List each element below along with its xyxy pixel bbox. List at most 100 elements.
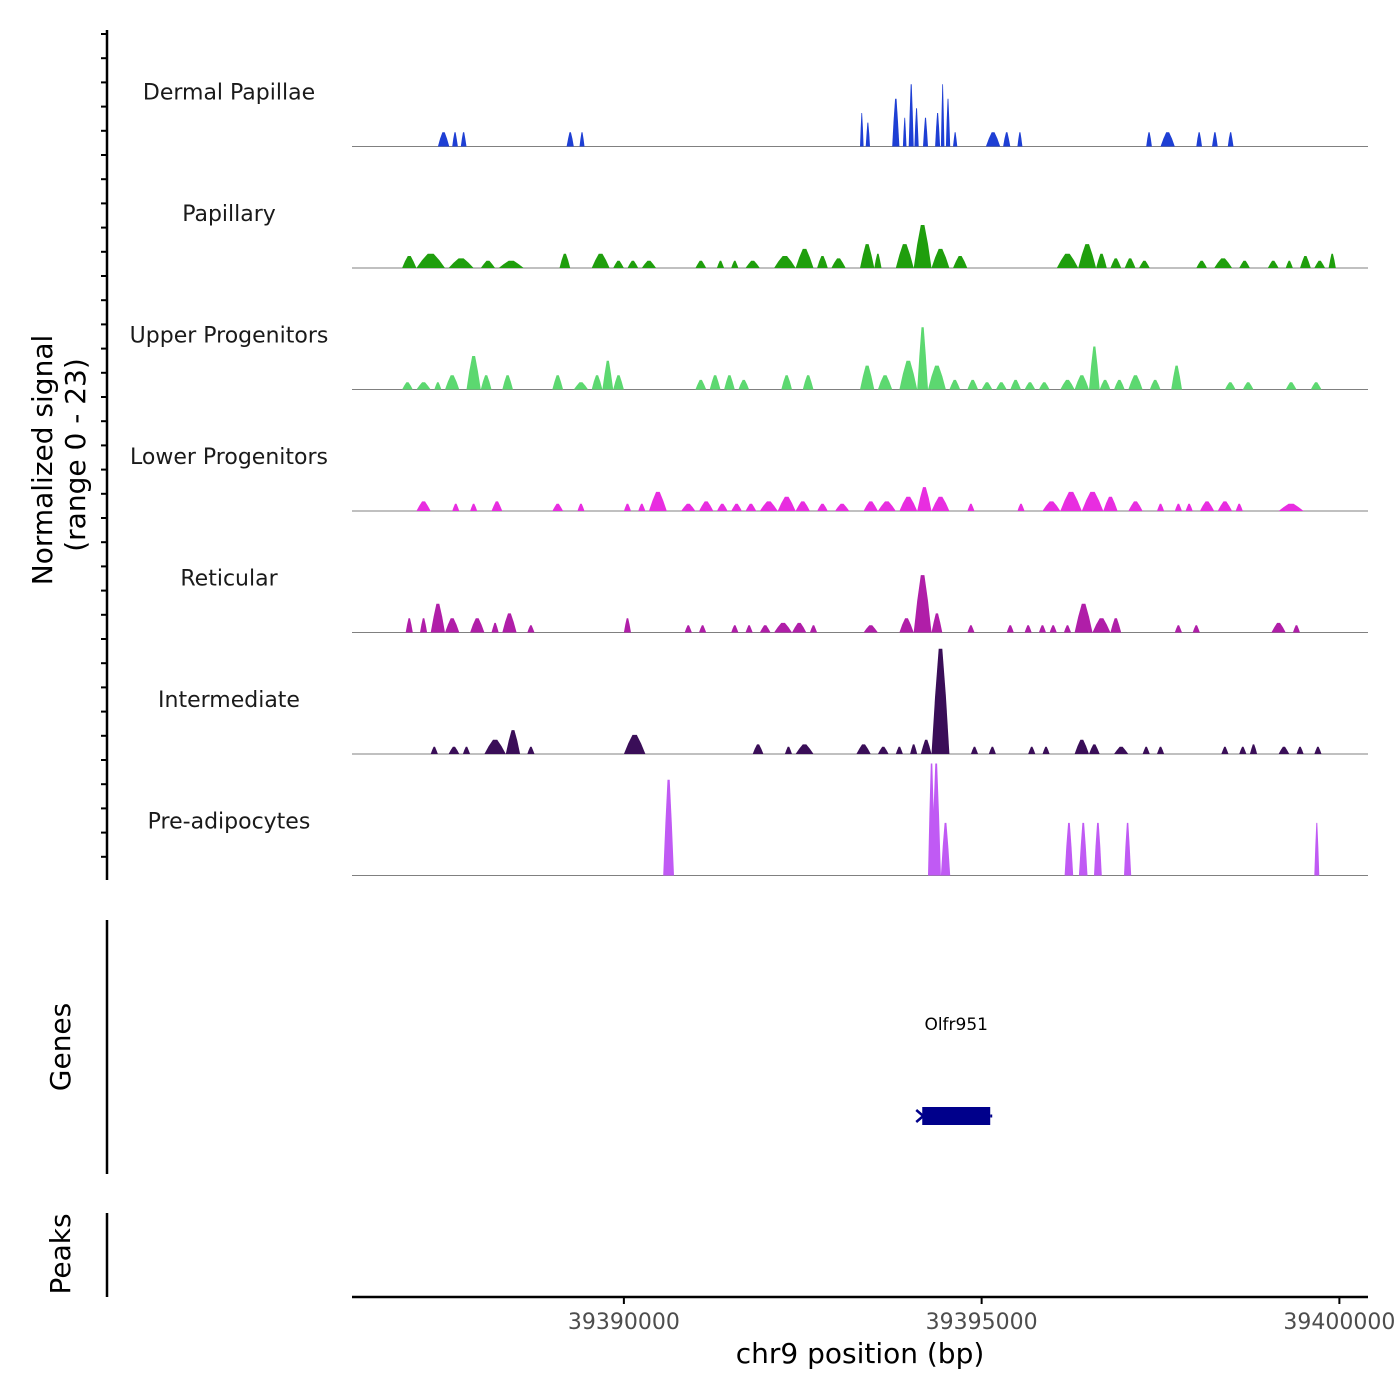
signal-peak	[1267, 260, 1279, 268]
signal-peak	[430, 746, 438, 754]
signal-peak	[613, 260, 624, 268]
signal-peak	[745, 625, 753, 633]
signal-peak	[940, 84, 945, 147]
gene-label: Olfr951	[924, 1015, 988, 1035]
signal-peak	[1328, 253, 1336, 268]
signal-peak	[1142, 746, 1150, 754]
signal-peak	[738, 379, 750, 390]
signal-peak	[573, 382, 589, 390]
track-dermal-papillae: Dermal Papillae	[143, 81, 1368, 147]
signal-peak	[695, 260, 707, 268]
signal-peak	[877, 375, 893, 390]
signal-peak	[466, 356, 481, 390]
signal-peak	[445, 375, 460, 390]
axes: 39390000 39395000 39400000	[101, 30, 1395, 1335]
signal-peak	[1128, 501, 1143, 511]
track-reticular: Reticular	[180, 567, 1368, 633]
signal-peak	[613, 375, 624, 390]
signal-peak	[1042, 501, 1061, 511]
signal-peak	[745, 260, 760, 268]
signal-peak	[931, 763, 941, 876]
signal-peak	[505, 730, 521, 754]
signal-peak	[552, 375, 564, 390]
signal-peak	[731, 625, 739, 633]
signal-peak	[484, 739, 506, 754]
signal-peak	[1017, 132, 1023, 147]
signal-peak	[917, 487, 932, 511]
signal-peak	[802, 375, 814, 390]
signal-peak	[470, 503, 478, 511]
signal-peak	[1017, 503, 1025, 511]
signal-peak	[591, 375, 603, 390]
signal-peak	[1078, 822, 1088, 876]
signal-peak	[1110, 258, 1122, 268]
signal-peak	[699, 501, 714, 511]
signal-peak	[1049, 625, 1057, 633]
signal-peak	[1006, 625, 1014, 633]
genes-axis-title: Genes	[44, 1003, 77, 1091]
signal-peak	[985, 132, 1001, 147]
signal-peak	[402, 382, 413, 390]
signal-peak	[480, 260, 496, 268]
signal-peak	[1235, 503, 1243, 511]
signal-peak	[877, 501, 896, 511]
signal-peak	[860, 244, 875, 268]
signal-peak	[899, 360, 918, 390]
signal-peak	[437, 132, 450, 147]
signal-peak	[602, 360, 614, 390]
signal-peak	[1239, 260, 1250, 268]
signal-peak	[623, 618, 631, 633]
signal-peak	[577, 503, 585, 511]
signal-peak	[792, 622, 807, 633]
signal-peak	[1124, 822, 1132, 876]
signal-peak	[931, 496, 950, 511]
signal-peak	[1056, 253, 1079, 268]
signal-peak	[1199, 501, 1215, 511]
signal-peak	[420, 618, 428, 633]
track-label: Upper Progenitors	[130, 324, 329, 349]
signal-peak	[1278, 746, 1290, 754]
signal-peak	[1271, 622, 1286, 633]
signal-peak	[1064, 822, 1074, 876]
x-axis-title: chr9 position (bp)	[736, 1337, 985, 1370]
signal-peak	[416, 382, 431, 390]
signal-peak	[1114, 379, 1125, 390]
y-axis-title-line2: (range 0 - 23)	[59, 358, 92, 552]
signal-peak	[1078, 244, 1097, 268]
coverage-tracks: Dermal Papillae Papillary Upper Progenitor…	[130, 81, 1368, 876]
signal-peak	[895, 244, 914, 268]
signal-peak	[1024, 625, 1032, 633]
signal-peak	[448, 746, 460, 754]
x-tick-label: 39395000	[926, 1310, 1038, 1335]
signal-peak	[716, 260, 725, 268]
signal-peak	[638, 503, 646, 511]
signal-peak	[1292, 625, 1300, 633]
signal-peak	[663, 779, 674, 876]
signal-peak	[460, 132, 467, 147]
signal-peak	[1285, 260, 1293, 268]
signal-peak	[795, 744, 814, 754]
track-label: Pre-adipocytes	[148, 810, 311, 835]
signal-peak	[917, 327, 928, 390]
signal-peak	[1003, 132, 1011, 147]
signal-peak	[1221, 746, 1229, 754]
signal-peak	[908, 84, 914, 147]
signal-peak	[931, 248, 950, 268]
signal-peak	[695, 379, 707, 390]
signal-peak	[448, 258, 474, 268]
signal-peak	[559, 253, 571, 268]
signal-peak	[920, 739, 932, 754]
signal-peak	[681, 503, 696, 511]
signal-peak	[527, 746, 535, 754]
signal-peak	[648, 491, 667, 511]
signal-peak	[877, 746, 889, 754]
signal-peak	[1060, 491, 1082, 511]
signal-peak	[498, 260, 524, 268]
signal-peak	[895, 746, 903, 754]
track-label: Papillary	[182, 202, 276, 227]
signal-peak	[899, 496, 918, 511]
signal-peak	[1196, 132, 1202, 147]
signal-peak	[1074, 603, 1093, 633]
track-label: Intermediate	[158, 688, 300, 713]
signal-peak	[865, 122, 870, 147]
